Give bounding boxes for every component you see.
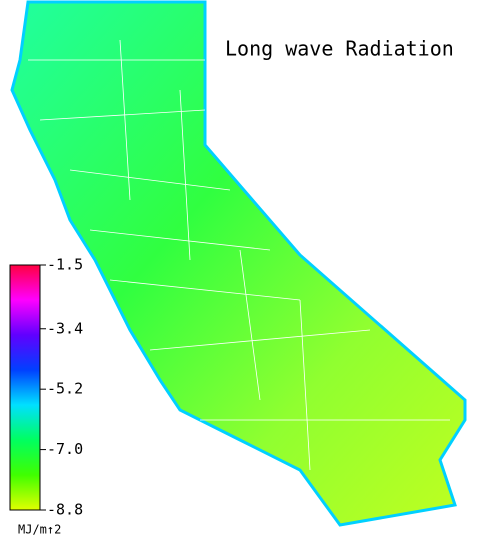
colorbar-unit: MJ/m↑2 bbox=[18, 523, 61, 537]
title: Long wave Radiation bbox=[225, 37, 454, 61]
colorbar bbox=[9, 264, 41, 511]
state-shape bbox=[10, 0, 467, 527]
colorbar-tick-label: -7.0 bbox=[47, 440, 83, 458]
colorbar-tick-label: -5.2 bbox=[47, 380, 83, 398]
colorbar-tick-label: -1.5 bbox=[47, 256, 83, 274]
colorbar-tick-label: -8.8 bbox=[47, 501, 83, 519]
colorbar-tick-label: -3.4 bbox=[47, 319, 83, 337]
county-lines bbox=[28, 39, 450, 471]
